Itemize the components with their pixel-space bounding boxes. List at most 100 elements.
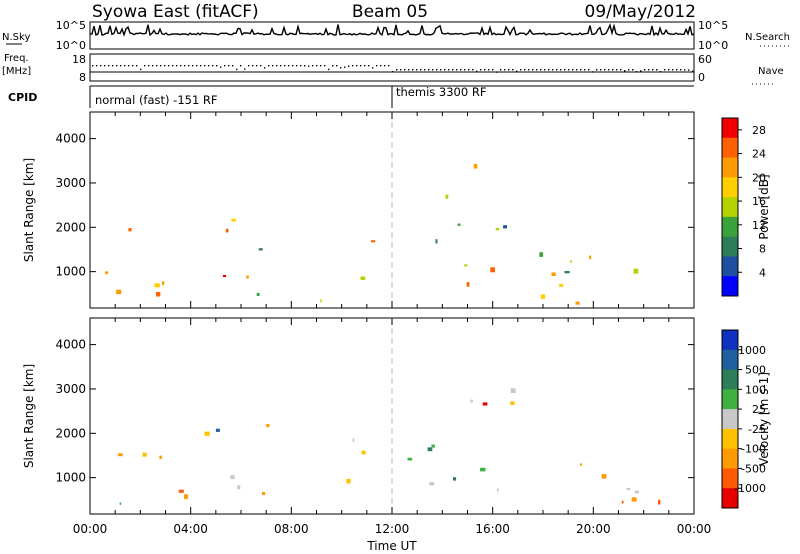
nave-dot <box>500 69 502 71</box>
time-axis-label: Time UT <box>366 539 417 553</box>
nave-dot <box>456 69 458 71</box>
power-cell <box>156 292 161 297</box>
nave-dot <box>212 65 214 67</box>
power-cell <box>589 255 592 260</box>
nave-dot <box>604 69 606 71</box>
nave-dot <box>188 65 190 67</box>
velocity-colorbar-swatch <box>722 330 738 351</box>
power-panel: 1000 2000 3000 4000 Slant Range [km] 4 8 12 16… <box>22 111 771 309</box>
nave-dot <box>432 69 434 71</box>
nave-dot <box>420 69 422 71</box>
nave-dot <box>424 69 426 71</box>
date-title: 09/May/2012 <box>585 2 697 22</box>
velocity-cell <box>230 475 235 480</box>
velocity-cell <box>237 485 241 490</box>
power-cell <box>105 271 109 275</box>
nave-dot <box>580 69 582 71</box>
nave-dot <box>628 69 630 71</box>
nave-dot <box>160 65 162 67</box>
nave-dot <box>120 65 122 67</box>
nave-dot <box>196 65 198 67</box>
nave-dot <box>652 69 654 71</box>
nave-dot <box>200 65 202 67</box>
velocity-colorbar-swatch <box>722 428 738 450</box>
power-colorbar-label: 8 <box>759 243 766 256</box>
nave-dot <box>272 65 274 67</box>
velocity-axis-ticks: 1000 2000 3000 4000 <box>55 318 695 514</box>
nave-dot <box>596 69 598 71</box>
nave-dot <box>284 65 286 67</box>
nave-dot <box>164 65 166 67</box>
velocity-cell <box>658 499 661 505</box>
nave-dot <box>124 65 126 67</box>
time-tick-label: 04:00 <box>173 522 208 536</box>
nave-dot <box>372 67 374 69</box>
nave-dot <box>308 65 310 67</box>
velocity-cell <box>634 490 639 494</box>
nave-dot <box>336 65 338 67</box>
velocity-colorbar-swatch <box>722 389 738 410</box>
nave-dot <box>560 69 562 71</box>
power-cell <box>495 227 500 231</box>
velocity-cell <box>510 401 515 405</box>
velocity-cell <box>407 457 413 461</box>
nave-dot <box>228 65 230 67</box>
nave-dot <box>564 69 566 71</box>
nave-dot <box>688 69 690 71</box>
nave-dot <box>588 69 590 71</box>
nave-dot <box>364 65 366 67</box>
nave-dot <box>304 65 306 67</box>
nave-dot <box>280 65 282 67</box>
freq-frame <box>89 53 695 82</box>
nave-dot <box>400 69 402 71</box>
nave-dot <box>208 65 210 67</box>
nave-dot <box>112 65 114 67</box>
power-cell <box>570 260 572 263</box>
velocity-colorbar-swatch <box>722 409 738 430</box>
nave-dot <box>444 69 446 71</box>
nave-dot <box>248 65 250 67</box>
power-cell <box>564 271 570 274</box>
nave-dot <box>348 65 350 67</box>
nsky-label: N.Sky <box>2 32 30 43</box>
nave-dot <box>108 65 110 67</box>
power-cell <box>222 275 227 278</box>
power-cell <box>435 239 438 244</box>
power-colorbar-title: Power [dB] <box>757 174 771 239</box>
power-ytick-label: 3000 <box>55 176 86 190</box>
nave-dot <box>264 67 266 69</box>
power-cell <box>360 276 366 280</box>
velocity-colorbar-label: 25 <box>752 403 766 416</box>
nave-dot <box>268 65 270 67</box>
velocity-ytick-label: 4000 <box>55 338 86 352</box>
nave-dot <box>520 69 522 71</box>
velocity-cell <box>215 428 220 432</box>
nave-dot <box>692 70 694 73</box>
nave-dot <box>136 65 138 67</box>
nave-dot <box>548 69 550 71</box>
nave-dot <box>516 70 518 73</box>
time-tick-label: 00:00 <box>73 522 108 536</box>
nave-dot <box>600 69 602 71</box>
nave-dot <box>576 69 578 71</box>
velocity-cell <box>601 474 607 479</box>
velocity-colorbar: 1000 500 100 25 -25 -100 -500 -1000 Velocity [m … <box>721 329 771 509</box>
nave-dot <box>668 69 670 71</box>
power-cell <box>540 294 546 299</box>
nave-dot <box>176 65 178 67</box>
nave-dot <box>472 69 474 71</box>
nave-dot <box>488 69 490 71</box>
power-colorbar: 4 8 12 16 20 24 28 Power [dB] <box>721 117 771 297</box>
power-cell <box>457 223 461 226</box>
nave-dot <box>536 69 538 71</box>
nave-dot <box>512 69 514 71</box>
nave-dot <box>340 67 342 69</box>
velocity-cell <box>453 477 457 481</box>
nave-dot <box>232 65 234 67</box>
nave-dot <box>384 65 386 67</box>
nave-dot <box>640 70 642 72</box>
nave-dot <box>624 70 626 72</box>
time-tick-label: 20:00 <box>576 522 611 536</box>
velocity-cell <box>429 482 434 486</box>
freq-tick-bottom: 8 <box>79 71 86 84</box>
